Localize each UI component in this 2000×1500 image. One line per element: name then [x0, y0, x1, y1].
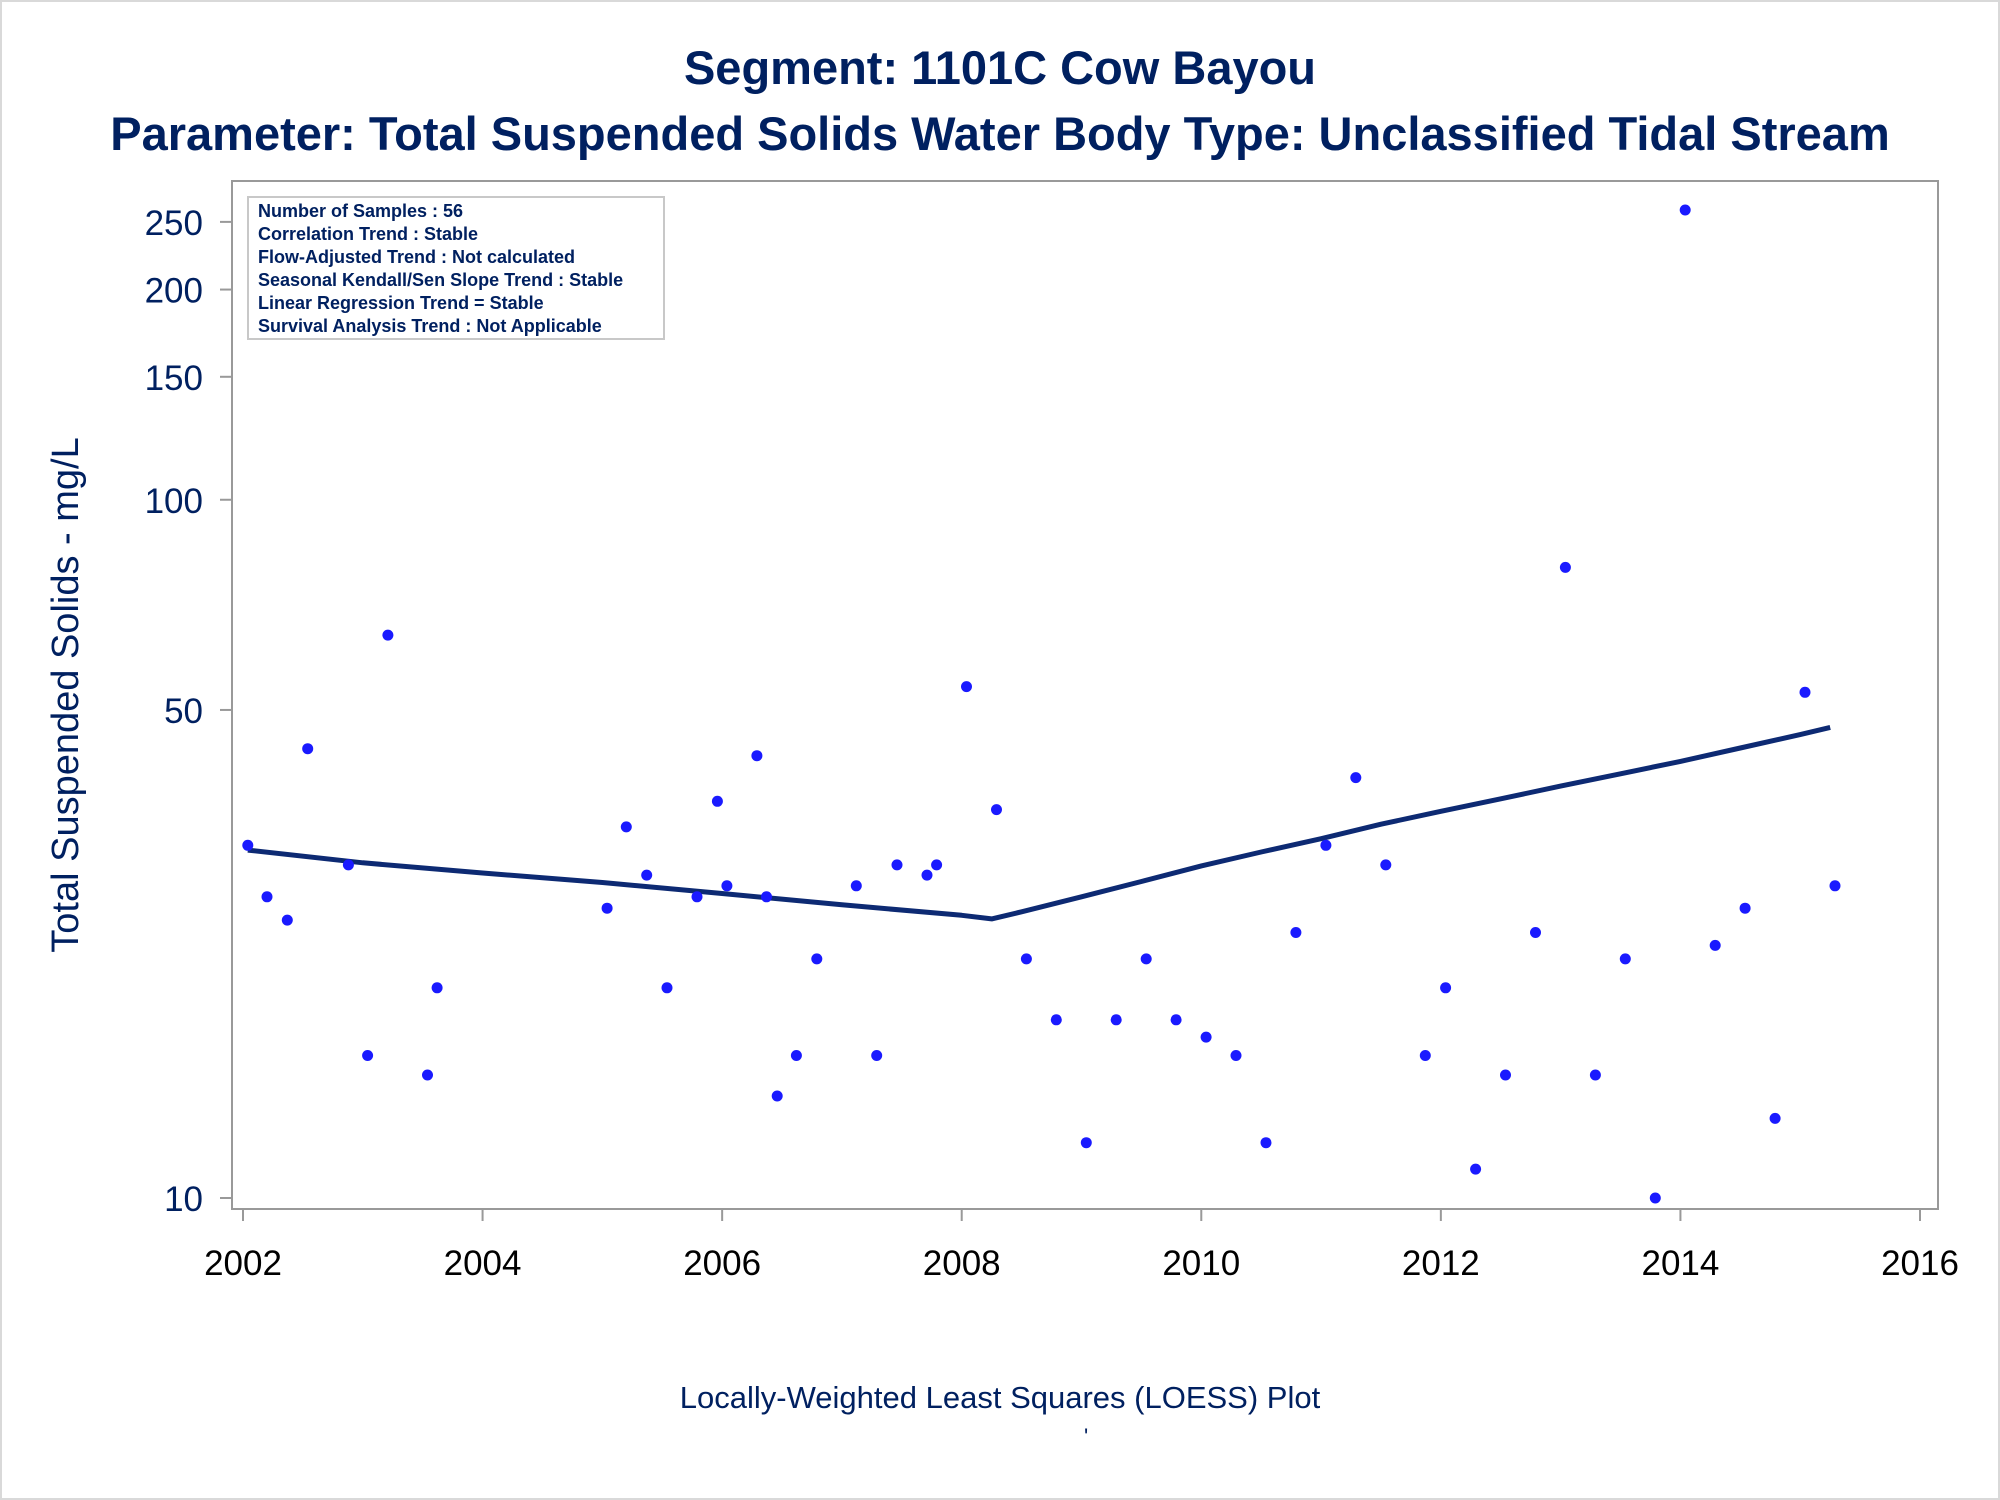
x-tick-label: 2002: [204, 1244, 282, 1283]
data-point: [1230, 1050, 1242, 1061]
data-point: [790, 1050, 802, 1061]
data-point: [281, 914, 293, 926]
data-point: [1380, 859, 1392, 871]
info-box-line: Survival Analysis Trend : Not Applicable: [258, 316, 602, 336]
data-point: [891, 859, 903, 871]
data-point: [1739, 902, 1751, 914]
data-points: [242, 204, 1841, 1204]
x-tick-label: 2012: [1402, 1244, 1480, 1283]
data-point: [422, 1069, 433, 1081]
data-point: [1350, 772, 1362, 784]
data-point: [1290, 927, 1302, 938]
trend-info-box: Number of Samples : 56 Correlation Trend …: [247, 196, 665, 340]
data-point: [991, 804, 1002, 816]
data-point: [921, 869, 933, 881]
data-point: [1020, 953, 1032, 965]
data-point: [1110, 1014, 1122, 1026]
data-point: [871, 1050, 883, 1061]
x-axis: 2002 2004 2006 2008 2010 2012 2014 2016: [204, 1209, 1959, 1283]
data-point: [362, 1050, 374, 1061]
data-point: [1679, 204, 1691, 216]
data-point: [620, 821, 632, 833]
loess-trend-line: [247, 724, 1831, 922]
data-point: [641, 869, 653, 881]
data-point: [811, 953, 823, 965]
data-point: [302, 743, 314, 755]
x-tick-label: 2006: [683, 1244, 761, 1283]
data-point: [601, 902, 613, 914]
data-point: [711, 795, 723, 807]
data-point: [431, 982, 443, 994]
plot-area: [231, 180, 1939, 1210]
data-point: [691, 891, 703, 903]
data-point: [1799, 686, 1811, 698]
footnote-mark: ': [1084, 1424, 1089, 1449]
info-box-line: Seasonal Kendall/Sen Slope Trend : Stabl…: [258, 270, 623, 290]
x-tick-label: 2016: [1881, 1244, 1959, 1283]
y-axis: 10 50 100 150 200 250: [145, 204, 232, 1219]
data-point: [1769, 1112, 1781, 1124]
data-point: [1470, 1163, 1482, 1175]
data-point: [1170, 1014, 1182, 1026]
data-point: [1320, 839, 1332, 851]
data-point: [382, 629, 394, 641]
data-point: [961, 681, 972, 693]
data-point: [1619, 953, 1631, 965]
data-point: [761, 891, 772, 903]
data-point: [771, 1090, 783, 1102]
data-point: [1500, 1069, 1511, 1081]
info-box-line: Correlation Trend : Stable: [258, 224, 478, 244]
y-axis-label: Total Suspended Solids - mg/L: [45, 437, 87, 952]
data-point: [261, 891, 273, 903]
data-point: [1709, 939, 1721, 951]
y-tick-label: 100: [145, 482, 203, 521]
data-point: [1589, 1069, 1601, 1081]
data-point: [1559, 561, 1571, 573]
data-point: [850, 880, 862, 892]
data-point: [931, 859, 943, 871]
info-box-line: Number of Samples : 56: [258, 201, 463, 221]
data-point: [1829, 880, 1841, 892]
data-point: [1050, 1014, 1062, 1026]
y-tick-label: 200: [145, 272, 203, 311]
y-tick-label: 50: [164, 692, 203, 731]
data-point: [1200, 1031, 1212, 1043]
data-point: [1649, 1192, 1661, 1204]
chart-title: Segment: 1101C Cow Bayou: [683, 41, 1317, 94]
data-point: [1080, 1137, 1092, 1149]
data-point: [721, 880, 733, 892]
y-tick-label: 250: [145, 204, 203, 243]
y-tick-label: 10: [164, 1180, 203, 1219]
x-tick-label: 2010: [1162, 1244, 1240, 1283]
data-point: [342, 859, 354, 871]
data-point: [661, 982, 673, 994]
data-point: [242, 839, 254, 851]
chart-subtitle: Parameter: Total Suspended Solids Water …: [110, 107, 1890, 160]
data-point: [1419, 1050, 1431, 1061]
x-tick-label: 2008: [923, 1244, 1001, 1283]
data-point: [1140, 953, 1152, 965]
data-point: [1530, 927, 1541, 938]
info-box-line: Flow-Adjusted Trend : Not calculated: [258, 247, 575, 267]
data-point: [1440, 982, 1452, 994]
info-box-line: Linear Regression Trend = Stable: [258, 293, 544, 313]
x-tick-label: 2014: [1641, 1244, 1719, 1283]
footnote: Locally-Weighted Least Squares (LOESS) P…: [679, 1380, 1321, 1415]
data-point: [1260, 1137, 1272, 1149]
data-point: [751, 750, 763, 762]
x-tick-label: 2004: [444, 1244, 522, 1283]
y-tick-label: 150: [145, 359, 203, 398]
